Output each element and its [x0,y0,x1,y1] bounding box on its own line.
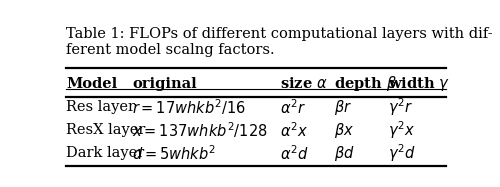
Text: Dark layer: Dark layer [66,146,144,160]
Text: $d = 5whkb^2$: $d = 5whkb^2$ [132,144,216,163]
Text: $\beta d$: $\beta d$ [334,144,354,163]
Text: $\beta x$: $\beta x$ [334,121,354,140]
Text: $\gamma^2 d$: $\gamma^2 d$ [388,143,415,164]
Text: size $\alpha$: size $\alpha$ [280,76,328,91]
Text: $\alpha^2 d$: $\alpha^2 d$ [280,144,308,163]
Text: $r = 17whkb^2/16$: $r = 17whkb^2/16$ [132,98,246,117]
Text: $\alpha^2 x$: $\alpha^2 x$ [280,121,307,140]
Text: Model: Model [66,77,118,91]
Text: $x = 137whkb^2/128$: $x = 137whkb^2/128$ [132,121,268,140]
Text: ResX layer: ResX layer [66,123,146,137]
Text: original: original [132,77,197,91]
Text: Table 1: FLOPs of different computational layers with dif-
ferent model scalng f: Table 1: FLOPs of different computationa… [66,27,493,57]
Text: $\alpha^2 r$: $\alpha^2 r$ [280,98,305,117]
Text: width $\gamma$: width $\gamma$ [388,75,450,93]
Text: $\gamma^2 x$: $\gamma^2 x$ [388,119,415,141]
Text: $\gamma^2 r$: $\gamma^2 r$ [388,96,413,118]
Text: $\beta r$: $\beta r$ [334,98,352,117]
Text: Res layer: Res layer [66,100,136,114]
Text: depth $\beta$: depth $\beta$ [334,74,397,93]
